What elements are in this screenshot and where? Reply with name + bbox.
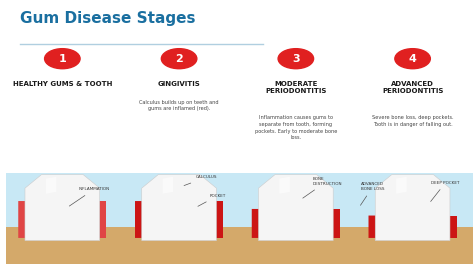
Text: INFLAMMATION: INFLAMMATION (69, 187, 110, 206)
Polygon shape (396, 177, 407, 194)
Text: Inflammation causes gums to
separate from tooth, forming
pockets. Early to moder: Inflammation causes gums to separate fro… (255, 115, 337, 140)
Circle shape (161, 49, 197, 69)
FancyBboxPatch shape (6, 173, 474, 264)
Polygon shape (262, 202, 329, 233)
Polygon shape (79, 201, 107, 238)
Text: 1: 1 (58, 54, 66, 64)
FancyBboxPatch shape (6, 227, 474, 264)
Text: GINGIVITIS: GINGIVITIS (158, 81, 201, 87)
Text: 4: 4 (409, 54, 417, 64)
Polygon shape (313, 209, 340, 238)
Circle shape (45, 49, 80, 69)
Polygon shape (379, 209, 446, 233)
Polygon shape (142, 175, 217, 241)
Polygon shape (163, 177, 173, 194)
Polygon shape (25, 175, 100, 241)
Polygon shape (429, 215, 456, 238)
Text: 3: 3 (292, 54, 300, 64)
Polygon shape (46, 177, 56, 194)
Polygon shape (252, 209, 279, 238)
Polygon shape (135, 201, 162, 238)
Text: HEALTHY GUMS & TOOTH: HEALTHY GUMS & TOOTH (13, 81, 112, 87)
Text: Gum Disease Stages: Gum Disease Stages (20, 11, 196, 26)
Polygon shape (18, 201, 46, 238)
Polygon shape (146, 195, 213, 233)
Text: POCKET: POCKET (198, 194, 226, 206)
Circle shape (395, 49, 430, 69)
Polygon shape (258, 175, 333, 241)
Text: MODERATE
PERIODONTITIS: MODERATE PERIODONTITIS (265, 81, 327, 94)
Polygon shape (279, 177, 290, 194)
Text: Calculus builds up on teeth and
gums are inflamed (red).: Calculus builds up on teeth and gums are… (139, 100, 219, 111)
Polygon shape (368, 215, 396, 238)
Text: Severe bone loss, deep pockets.
Tooth is in danger of falling out.: Severe bone loss, deep pockets. Tooth is… (372, 115, 454, 127)
Text: 2: 2 (175, 54, 183, 64)
Text: CALCULUS: CALCULUS (184, 175, 217, 186)
Text: BONE
DESTRUCTION: BONE DESTRUCTION (303, 177, 342, 198)
Text: DEEP POCKET: DEEP POCKET (431, 180, 460, 201)
Text: ADVANCED
BONE LOSS: ADVANCED BONE LOSS (360, 182, 385, 205)
Circle shape (278, 49, 314, 69)
Text: ADVANCED
PERIODONTITIS: ADVANCED PERIODONTITIS (382, 81, 443, 94)
Polygon shape (375, 175, 450, 241)
Polygon shape (196, 201, 223, 238)
